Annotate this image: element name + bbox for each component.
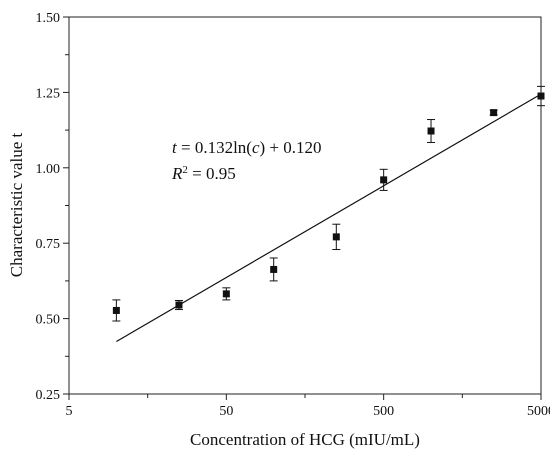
data-point: [537, 92, 545, 100]
x-axis-title: Concentration of HCG (mIU/mL): [190, 430, 420, 449]
data-point: [427, 127, 435, 135]
y-tick-label: 1.50: [36, 11, 61, 26]
y-tick-label: 0.25: [36, 388, 61, 403]
data-point: [490, 109, 498, 117]
y-tick-label: 1.25: [36, 86, 61, 101]
y-axis-title: Characteristic value t: [7, 133, 26, 278]
x-tick-label: 50: [219, 404, 233, 419]
y-tick-label: 0.75: [36, 237, 61, 252]
fit-line: [116, 93, 542, 343]
data-point: [222, 290, 230, 298]
x-tick-label: 500: [373, 404, 394, 419]
data-point: [112, 306, 120, 314]
y-tick-label: 0.50: [36, 313, 61, 328]
plot-frame: [68, 16, 542, 395]
y-axis-ticks: 0.25 0.50 0.75 1.00 1.25 1.50: [36, 11, 69, 403]
data-point: [380, 176, 388, 184]
x-tick-label: 5: [66, 404, 73, 419]
data-point: [332, 233, 340, 241]
data-point: [270, 265, 278, 273]
equation-annotation: t = 0.132ln(c) + 0.120: [172, 138, 322, 157]
y-tick-label: 1.00: [36, 162, 61, 177]
r-squared-annotation: R2 = 0.95: [171, 164, 236, 183]
fit-line-group: [116, 93, 542, 343]
data-point: [175, 301, 183, 309]
data-points: [112, 85, 545, 322]
